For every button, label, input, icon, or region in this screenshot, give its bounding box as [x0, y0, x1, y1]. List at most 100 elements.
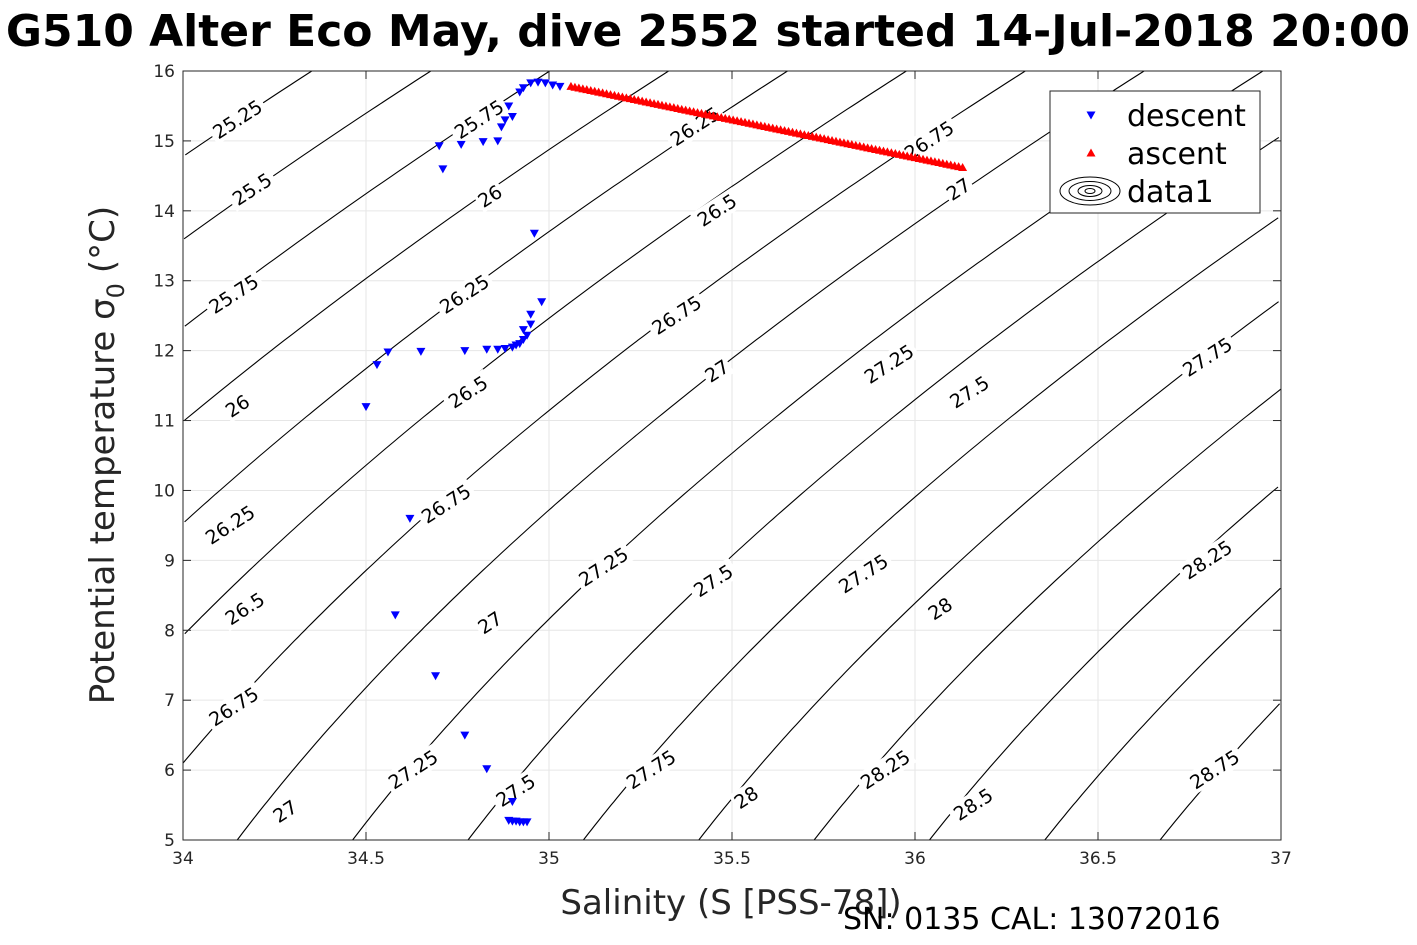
chart-title: G510 Alter Eco May, dive 2552 started 14…	[6, 6, 1410, 57]
ascent-series	[566, 81, 968, 171]
legend-label: data1	[1127, 175, 1214, 210]
x-tick-label: 34.5	[347, 849, 385, 869]
descent-point	[522, 331, 532, 340]
descent-point	[460, 731, 470, 740]
descent-point	[526, 310, 536, 319]
y-axis-label-group: Potential temperature σ0 (°C)	[83, 206, 130, 704]
y-tick-label: 15	[153, 132, 175, 152]
contour-label-bg	[922, 591, 958, 626]
descent-point	[526, 79, 536, 88]
descent-point	[493, 345, 503, 354]
y-tick-label: 6	[164, 761, 175, 781]
contour-label-bg	[205, 93, 269, 145]
legend-item-descent: descent	[1086, 99, 1246, 134]
contour-ellipses-icon	[1059, 176, 1121, 206]
descent-point	[383, 348, 393, 357]
descent-point	[493, 137, 503, 146]
contour-label-bg	[1182, 743, 1247, 796]
descent-point	[431, 672, 441, 681]
x-axis-label: Salinity (S [PSS-78])	[560, 883, 901, 923]
descent-point	[482, 345, 492, 354]
descent-point	[518, 335, 528, 344]
descent-point	[526, 320, 536, 329]
isopycnal-line	[183, 70, 669, 421]
y-tick-label: 13	[153, 272, 175, 292]
contour-label-bg	[857, 337, 921, 390]
contour-label-bg	[198, 498, 262, 551]
legend-label: descent	[1127, 99, 1246, 134]
serial-calibration-footer: SN: 0135 CAL: 13072016	[843, 902, 1221, 937]
descent-point	[515, 340, 525, 349]
y-tick-label: 8	[164, 621, 175, 641]
isopycnal-line	[184, 70, 907, 635]
y-tick-label: 5	[164, 831, 175, 851]
contour-label-bg	[644, 289, 709, 341]
isopycnal-line	[582, 217, 1279, 841]
y-tick-label: 12	[153, 342, 175, 362]
contour-label-bg	[619, 743, 683, 796]
contour-label-bg	[202, 268, 266, 320]
contour-label-bg	[571, 540, 635, 593]
y-axis-label-unit: (°C)	[83, 206, 123, 273]
contour-label-bg	[940, 172, 977, 206]
x-tick-label: 36	[904, 849, 926, 869]
isopycnal-line	[467, 136, 1280, 841]
legend-label: ascent	[1127, 137, 1227, 172]
ascent-point	[958, 162, 968, 171]
contour-label-bg	[381, 743, 445, 796]
x-axis-ticks: 34 34.5 35 35.5 36 36.5 37	[172, 71, 1292, 869]
descent-point	[496, 123, 506, 132]
x-tick-label: 36.5	[1079, 849, 1117, 869]
descent-point	[515, 88, 525, 97]
legend-item-ascent: ascent	[1086, 137, 1227, 172]
descent-point	[504, 102, 514, 111]
legend-box	[1049, 90, 1261, 214]
contour-label-bg	[267, 794, 303, 829]
legend-ellipse	[1077, 185, 1103, 197]
x-tick-label: 35.5	[713, 849, 751, 869]
red-triangle-up-icon	[1086, 148, 1096, 157]
descent-point	[522, 818, 532, 827]
contour-label-bg	[447, 93, 511, 145]
legend-item-data1: data1	[1059, 175, 1214, 210]
contour-label-bg	[219, 388, 256, 423]
contour-label-bg	[472, 179, 508, 213]
descent-point	[361, 403, 371, 412]
descent-point	[478, 138, 488, 147]
y-axis-label-text: Potential temperature σ	[83, 298, 123, 704]
contour-label-bg	[414, 477, 478, 530]
contour-label-bg	[831, 547, 895, 600]
descent-point	[555, 82, 565, 91]
descent-point	[372, 361, 382, 370]
descent-point	[460, 347, 470, 356]
y-axis-ticks: 5 6 7 8 9 10 11 12 13 14 15 16	[153, 62, 1281, 851]
descent-point	[434, 142, 444, 151]
contour-label-bg	[686, 557, 741, 604]
descent-point	[507, 798, 517, 807]
blue-triangle-down-icon	[1086, 111, 1096, 120]
contour-label-bg	[946, 781, 1001, 828]
isopycnal-line	[183, 70, 432, 240]
legend-ellipse	[1059, 176, 1121, 206]
descent-point	[507, 112, 517, 121]
contour-label-bg	[728, 780, 764, 815]
descent-series	[361, 78, 565, 827]
contour-label-bg	[432, 268, 496, 320]
contour-label-bg	[440, 368, 495, 415]
descent-point	[533, 78, 543, 87]
y-tick-label: 9	[164, 551, 175, 571]
y-tick-label: 11	[153, 412, 175, 432]
contour-label-bg	[1175, 533, 1239, 586]
descent-point	[405, 514, 415, 523]
descent-point	[482, 765, 492, 774]
descent-point	[456, 140, 466, 149]
contour-label-bg	[224, 166, 279, 212]
descent-point	[529, 229, 539, 238]
descent-point	[518, 84, 528, 93]
contour-label-bg	[488, 767, 543, 814]
descent-point	[518, 326, 528, 335]
x-tick-label: 35	[538, 849, 560, 869]
isopycnal-line	[1044, 587, 1281, 841]
contour-label-bg	[699, 353, 735, 388]
descent-point	[390, 611, 400, 620]
